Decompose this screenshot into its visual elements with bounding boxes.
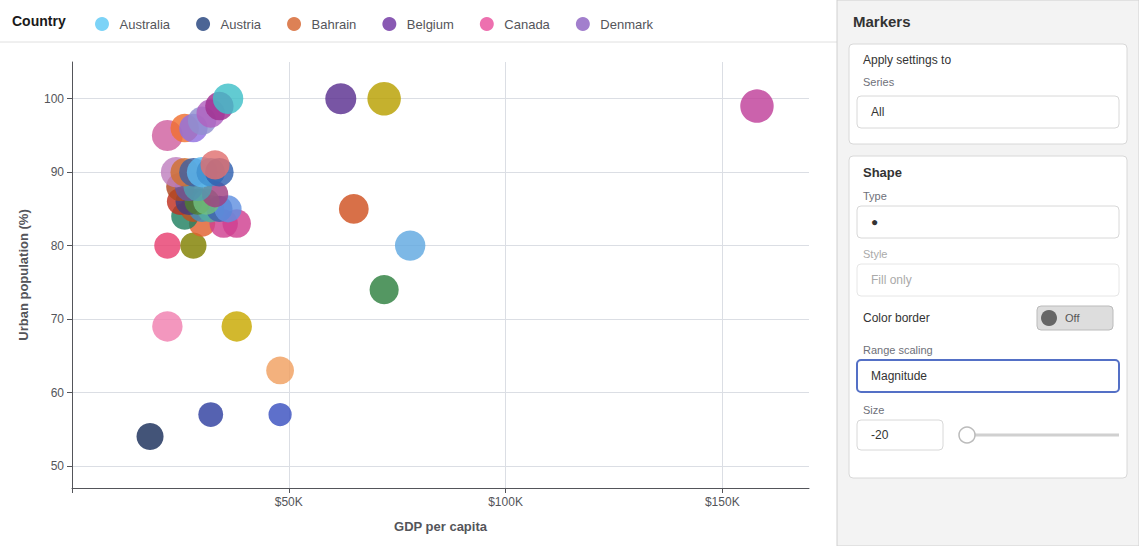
svg-text:Country: Country: [12, 13, 66, 29]
svg-text:Range scaling: Range scaling: [863, 344, 933, 356]
svg-text:Fill only: Fill only: [871, 273, 912, 287]
svg-text:50: 50: [51, 459, 65, 473]
svg-text:Off: Off: [1065, 312, 1080, 324]
svg-text:60: 60: [51, 386, 65, 400]
svg-text:Type: Type: [863, 190, 887, 202]
svg-text:Australia: Australia: [120, 17, 171, 32]
svg-text:All: All: [871, 105, 884, 119]
svg-text:80: 80: [51, 239, 65, 253]
svg-text:Series: Series: [863, 76, 895, 88]
svg-text:Color border: Color border: [863, 311, 930, 325]
svg-text:●: ●: [871, 215, 878, 229]
svg-text:Bahrain: Bahrain: [312, 17, 357, 32]
svg-text:100: 100: [44, 92, 64, 106]
svg-text:Belgium: Belgium: [407, 17, 454, 32]
svg-text:Magnitude: Magnitude: [871, 369, 927, 383]
svg-text:Denmark: Denmark: [600, 17, 653, 32]
svg-text:Size: Size: [863, 404, 884, 416]
svg-text:Canada: Canada: [504, 17, 550, 32]
svg-text:Markers: Markers: [853, 13, 911, 30]
svg-text:Style: Style: [863, 248, 887, 260]
svg-text:90: 90: [51, 165, 65, 179]
svg-text:$150K: $150K: [705, 495, 740, 509]
svg-text:Apply settings to: Apply settings to: [863, 53, 951, 67]
svg-text:GDP per capita: GDP per capita: [394, 519, 488, 534]
svg-text:$100K: $100K: [488, 495, 523, 509]
svg-text:Shape: Shape: [863, 165, 902, 180]
svg-text:Urban population (%): Urban population (%): [16, 209, 31, 340]
svg-text:-20: -20: [871, 428, 889, 442]
svg-text:$50K: $50K: [275, 495, 303, 509]
svg-text:Austria: Austria: [221, 17, 262, 32]
svg-text:70: 70: [51, 312, 65, 326]
